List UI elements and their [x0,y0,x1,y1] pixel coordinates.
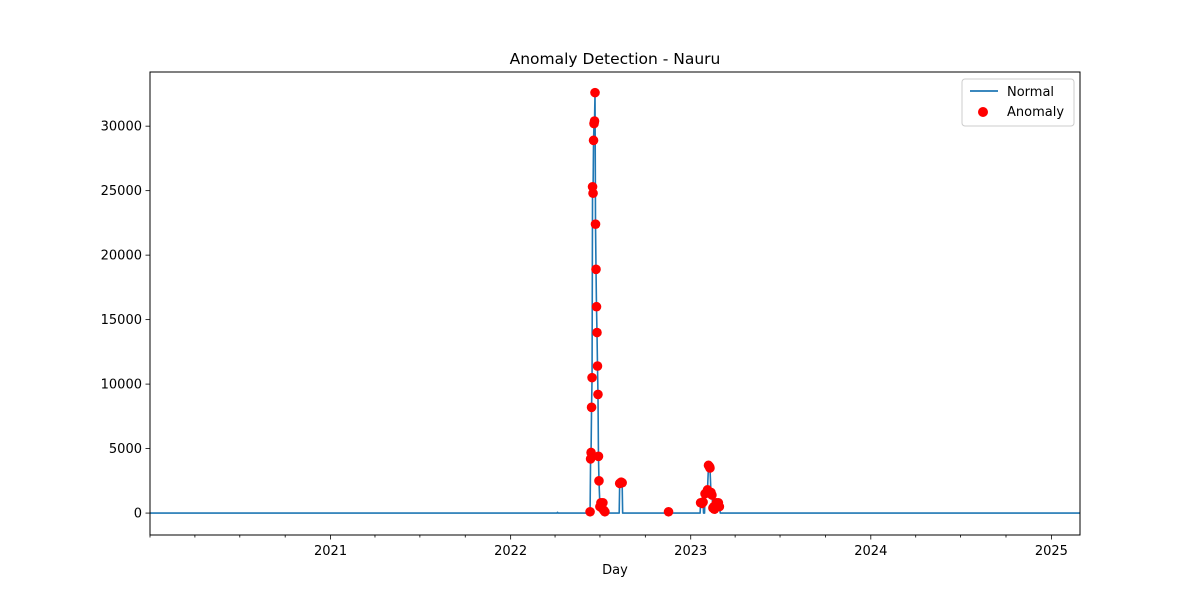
anomaly-point [663,506,674,517]
anomaly-point [586,447,596,458]
anomaly-point [591,264,601,275]
x-tick-label: 2021 [314,544,347,559]
anomaly-point [593,389,603,400]
y-tick-label: 15000 [101,313,142,328]
x-axis: 2021 2022 2023 2024 2025 [149,535,1068,559]
x-tick-label: 2024 [854,544,887,559]
x-axis-title: Day [602,563,628,578]
anomaly-point [600,506,610,517]
legend-label-anomaly: Anomaly [1007,105,1064,120]
anomaly-point [593,451,604,462]
anomaly-point [707,490,717,500]
chart-title: Anomaly Detection - Nauru [510,50,721,68]
x-tick-label: 2023 [674,544,707,559]
y-tick-label: 0 [134,507,142,522]
anomaly-point [714,501,725,512]
anomaly-point [589,116,600,126]
x-tick-label: 2022 [494,544,527,559]
anomaly-point [592,327,602,338]
anomaly-point [698,497,708,507]
anomaly-point [585,506,595,517]
legend-label-normal: Normal [1007,85,1054,100]
anomaly-point [588,135,599,146]
legend: Normal Anomaly [961,78,1075,127]
anomaly-point [590,219,601,229]
anomaly-point [592,361,603,371]
y-tick-label: 5000 [109,442,142,457]
y-tick-label: 25000 [101,184,142,199]
anomaly-point [591,301,602,312]
plot-content [150,87,1080,517]
anomaly-point [594,476,604,486]
legend-marker-swatch [978,107,988,117]
y-tick-label: 20000 [101,249,142,264]
anomaly-point [590,87,600,98]
anomaly-point [587,372,597,383]
plot-frame [149,71,1081,536]
anomaly-point [598,497,608,508]
anomaly-point [617,477,627,488]
anomaly-point [588,188,598,199]
y-tick-label: 10000 [101,378,142,393]
anomaly-point [705,463,715,473]
anomaly-point [586,402,597,413]
y-axis: 0 5000 10000 15000 20000 25000 30000 [101,120,150,522]
x-tick-label: 2025 [1035,544,1068,559]
y-tick-label: 30000 [101,120,142,135]
